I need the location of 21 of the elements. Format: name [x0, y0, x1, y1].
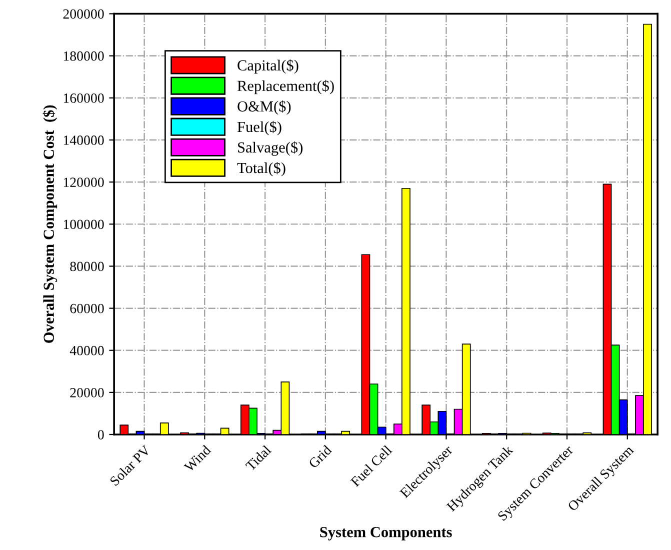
y-tick-label: 200000	[63, 9, 104, 19]
y-tick-label: 160000	[64, 93, 104, 103]
y-tick-label: 140000	[64, 136, 104, 145]
y-tick-label: 80000	[70, 262, 104, 272]
legend-label: Total($)	[237, 162, 286, 176]
x-tick-label: Fuel Cell	[350, 444, 393, 488]
y-tick-label: 40000	[70, 346, 104, 356]
y-tick-label: 60000	[70, 304, 104, 314]
y-axis-title: Overall System Component Cost ($)	[42, 105, 58, 343]
y-tick-label: 0	[98, 430, 104, 440]
x-axis-title: System Components	[320, 526, 452, 540]
y-tick-label: 100000	[64, 220, 104, 230]
legend-label: Salvage($)	[238, 141, 302, 156]
legend-label: Capital($)	[238, 59, 298, 74]
legend-label: O&M($)	[238, 100, 291, 115]
y-tick-label: 180000	[64, 51, 104, 61]
legend-label: Fuel($)	[237, 120, 282, 136]
x-tick-label: Grid	[308, 444, 332, 469]
y-tick-label: 120000	[64, 178, 104, 188]
legend-label: Replacement($)	[237, 80, 334, 94]
y-tick-label: 20000	[70, 388, 104, 398]
